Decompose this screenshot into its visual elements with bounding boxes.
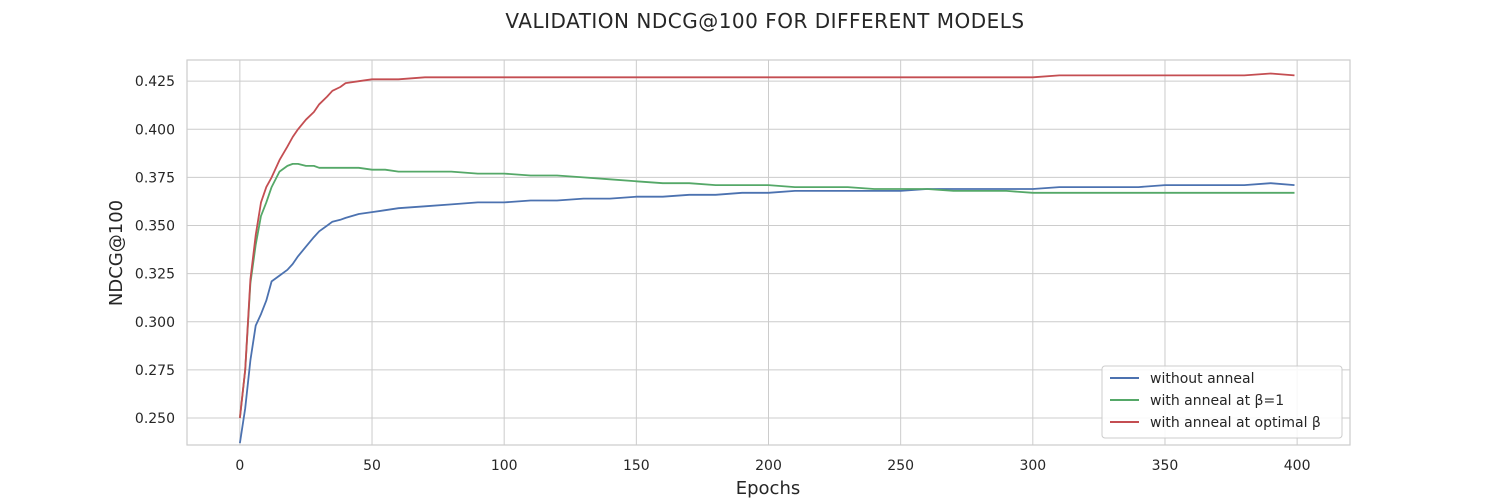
x-tick-label: 150 [623,458,650,474]
y-tick-label: 0.400 [135,122,175,138]
chart-title: VALIDATION NDCG@100 FOR DIFFERENT MODELS [505,9,1024,33]
series-lines [239,72,1295,444]
tick-labels: 0 50 100 150 200 250 300 350 400 0.250 0.275 0.300 0… [135,74,1311,474]
x-tick-label: 200 [755,458,782,474]
y-tick-label: 0.250 [135,411,175,427]
series-line-1 [239,162,1295,419]
series-line-0 [239,182,1295,444]
x-axis-label: Epochs [736,478,801,499]
legend-box [1101,365,1343,439]
x-tick-label: 0 [235,458,244,474]
y-tick-label: 0.425 [135,74,175,90]
plot-frame [186,59,1351,446]
series-line-2 [239,72,1295,419]
x-tick-label: 350 [1152,458,1179,474]
y-tick-label: 0.325 [135,267,175,283]
legend-label-2: with anneal at optimal β [1150,415,1321,431]
y-tick-label: 0.375 [135,170,175,186]
y-axis-label: NDCG@100 [106,200,127,306]
x-tick-label: 250 [887,458,914,474]
y-tick-label: 0.275 [135,363,175,379]
y-tick-label: 0.350 [135,219,175,235]
x-tick-label: 400 [1284,458,1311,474]
legend: without anneal with anneal at β=1 with ann… [1101,365,1343,439]
x-tick-label: 300 [1019,458,1046,474]
x-tick-label: 50 [363,458,381,474]
y-tick-label: 0.300 [135,315,175,331]
x-tick-label: 100 [491,458,518,474]
legend-label-1: with anneal at β=1 [1150,393,1284,409]
legend-label-0: without anneal [1150,371,1255,387]
